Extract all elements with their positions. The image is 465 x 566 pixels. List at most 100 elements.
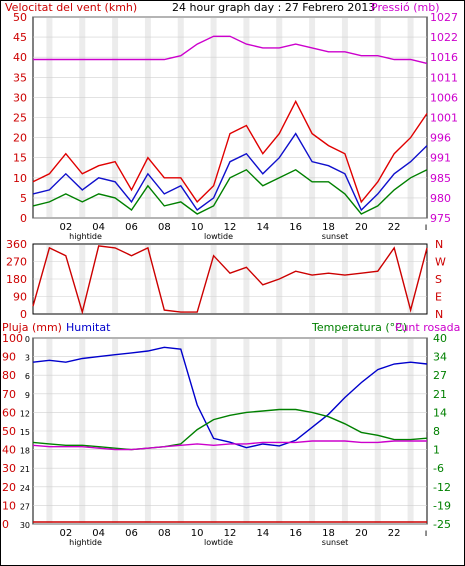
hour-tick-label: 06 — [125, 528, 138, 539]
rain-tick-label: 9 — [25, 391, 30, 400]
temp-tick-label: 21 — [433, 388, 447, 401]
hour-tick-label: 08 — [158, 222, 171, 233]
humidity-label: Humitat — [66, 321, 111, 334]
pressure-label: Pressió (mb) — [371, 1, 440, 14]
top-header: Velocitat del vent (kmh) 24 hour graph d… — [5, 1, 440, 14]
humidity-tick-label: 40 — [2, 444, 16, 457]
sunset-marker: sunset — [322, 232, 349, 241]
wind-avg-line — [32, 168, 428, 215]
temp-tick-label: 27 — [433, 369, 447, 382]
hour-tick-label: ı — [425, 528, 428, 539]
temp-tick-label: -25 — [433, 518, 451, 531]
hour-tick-label: 14 — [256, 222, 269, 233]
y2-tick-label: 1027 — [430, 11, 458, 24]
y-tick-label: 0 — [20, 212, 27, 225]
direction-tick-label: 0 — [20, 308, 27, 321]
y2-tick-label: 985 — [430, 172, 451, 185]
rain-tick-label: 24 — [20, 484, 30, 493]
y2-tick-label: 996 — [430, 132, 451, 145]
direction-tick-label: 90 — [13, 291, 27, 304]
direction-tick-label: 360 — [6, 238, 27, 251]
temperature-label: Temperatura (°C) — [311, 321, 407, 334]
sunset-marker: sunset — [322, 538, 349, 547]
hour-tick-label: 02 — [59, 222, 72, 233]
rain-tick-label: 12 — [20, 409, 30, 418]
hour-tick-label: 16 — [289, 528, 302, 539]
y-tick-label: 40 — [13, 51, 27, 64]
humidity-tick-label: 70 — [2, 388, 16, 401]
rain-tick-label: 18 — [20, 447, 30, 456]
hour-tick-label: 10 — [191, 222, 204, 233]
y2-tick-label: 980 — [430, 192, 451, 205]
temp-tick-label: -12 — [433, 481, 451, 494]
hour-tick-label: 18 — [322, 222, 335, 233]
humidity-tick-label: 0 — [2, 518, 9, 531]
humidity-tick-label: 50 — [2, 425, 16, 438]
hour-tick-label: 20 — [355, 528, 368, 539]
humidity-tick-label: 80 — [2, 369, 16, 382]
hightide-marker: hightide — [69, 232, 102, 241]
hour-tick-label: 08 — [158, 528, 171, 539]
pressure-line — [33, 35, 428, 65]
humidity-tick-label: 100 — [2, 332, 23, 345]
humidity-tick-label: 20 — [2, 481, 16, 494]
rain-label: Pluja (mm) — [2, 321, 62, 334]
hour-tick-label: 12 — [224, 222, 237, 233]
y-tick-label: 25 — [13, 112, 27, 125]
y-tick-label: 45 — [13, 31, 27, 44]
dew-point-label: Punt rosada — [395, 321, 460, 334]
graph-title: 24 hour graph day : 27 Febrero 2013 — [172, 1, 375, 14]
hightide-marker: hightide — [69, 538, 102, 547]
lowtide-marker: lowtide — [204, 232, 233, 241]
y2-tick-label: 1011 — [430, 71, 458, 84]
hour-tick-label: 20 — [355, 222, 368, 233]
wind-direction-line — [32, 245, 428, 315]
hour-tick-label: 02 — [59, 528, 72, 539]
hour-tick-label: 10 — [191, 528, 204, 539]
compass-tick-label: N — [435, 238, 443, 251]
y2-tick-label: 975 — [430, 212, 451, 225]
y-tick-label: 35 — [13, 71, 27, 84]
y-tick-label: 5 — [20, 192, 27, 205]
wind-gust-line — [32, 99, 428, 204]
hour-tick-label: ı — [425, 222, 428, 233]
hour-tick-label: 04 — [92, 528, 105, 539]
y2-tick-label: 1001 — [430, 112, 458, 125]
lowtide-marker: lowtide — [204, 538, 233, 547]
rain-tick-label: 3 — [25, 354, 30, 363]
humidity-line — [32, 346, 428, 449]
y2-tick-label: 1022 — [430, 31, 458, 44]
rain-tick-label: 15 — [20, 428, 30, 437]
temp-tick-label: 1 — [433, 444, 440, 457]
rain-tick-label: 21 — [20, 465, 30, 474]
rain-tick-label: 0 — [25, 335, 30, 344]
y2-tick-label: 991 — [430, 152, 451, 165]
rain-tick-label: 30 — [20, 521, 30, 530]
compass-tick-label: S — [435, 273, 442, 286]
hour-tick-label: 16 — [289, 222, 302, 233]
temp-tick-label: 40 — [433, 332, 447, 345]
compass-tick-label: N — [435, 308, 443, 321]
temp-tick-label: -19 — [433, 499, 451, 512]
temp-tick-label: 14 — [433, 406, 447, 419]
compass-tick-label: E — [435, 291, 442, 304]
rain-tick-label: 6 — [25, 372, 30, 381]
temperature-line — [32, 408, 428, 451]
y2-tick-label: 1006 — [430, 91, 458, 104]
hour-tick-label: 04 — [92, 222, 105, 233]
hour-tick-label: 18 — [322, 528, 335, 539]
hour-tick-label: 22 — [388, 528, 401, 539]
temp-tick-label: -6 — [433, 462, 444, 475]
humidity-tick-label: 30 — [2, 462, 16, 475]
bottom-header: Pluja (mm) Humitat Temperatura (°C) Punt… — [2, 321, 460, 334]
direction-tick-label: 270 — [6, 256, 27, 269]
y-tick-label: 15 — [13, 152, 27, 165]
direction-tick-label: 180 — [6, 273, 27, 286]
y-tick-label: 10 — [13, 172, 27, 185]
temp-tick-label: 34 — [433, 351, 447, 364]
humidity-tick-label: 90 — [2, 351, 16, 364]
y-tick-label: 30 — [13, 91, 27, 104]
